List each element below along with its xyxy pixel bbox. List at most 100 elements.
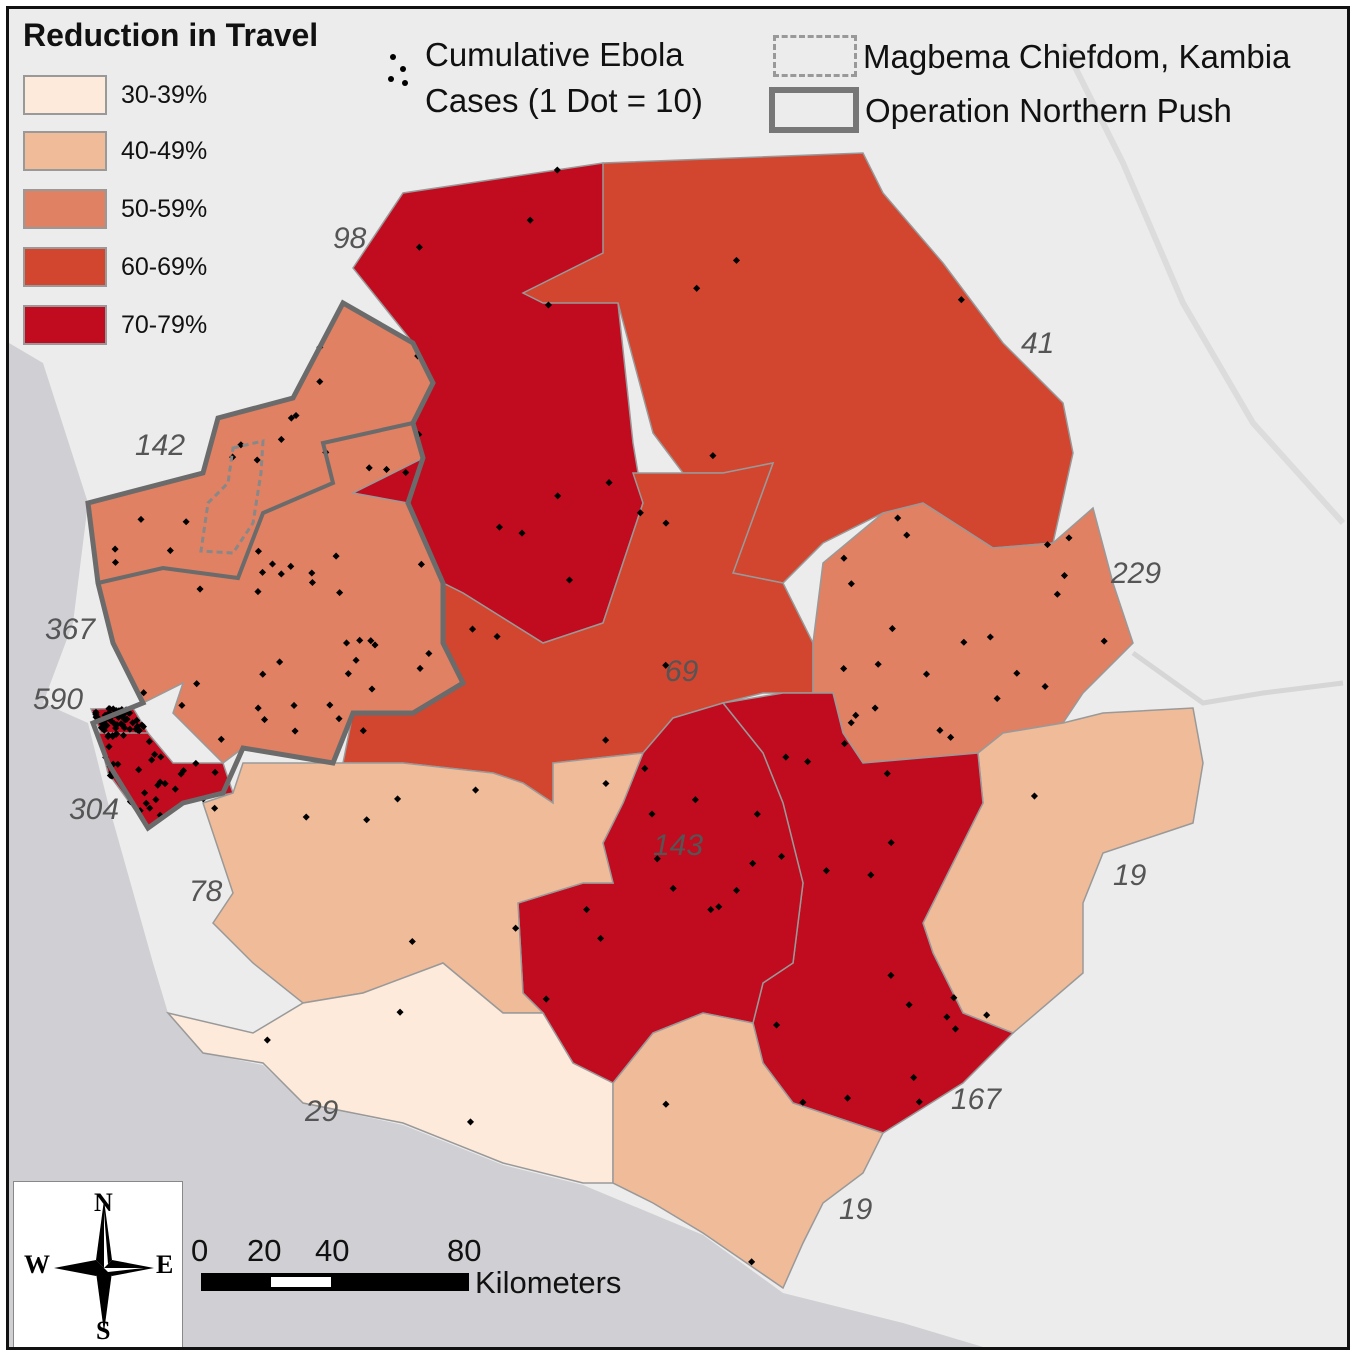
case-dot <box>171 785 179 793</box>
case-dot <box>253 456 261 464</box>
legend-swatch <box>23 247 107 287</box>
case-dot <box>605 479 613 487</box>
legend-label: 40-49% <box>121 136 208 165</box>
case-dot <box>211 768 219 776</box>
case-dot <box>544 301 553 309</box>
case-dot <box>117 720 125 728</box>
case-dot <box>332 552 340 560</box>
legend-title: Reduction in Travel <box>23 17 319 53</box>
compass-s: S <box>96 1316 111 1345</box>
legend-item: 50-59% <box>23 189 207 229</box>
operation-legend-label: Operation Northern Push <box>865 92 1232 129</box>
legend-item: 30-39% <box>23 75 207 115</box>
case-dot <box>957 296 965 304</box>
dots-legend-line1: Cumulative Ebola <box>425 36 684 73</box>
case-dot <box>894 514 902 522</box>
case-dot <box>148 756 156 764</box>
case-dot <box>111 545 119 553</box>
case-dot <box>950 994 958 1002</box>
legend-swatch <box>23 305 107 345</box>
case-dot <box>871 704 879 712</box>
case-dot <box>662 519 670 527</box>
case-dot <box>732 256 741 264</box>
case-dot <box>112 724 120 732</box>
case-dot <box>254 547 262 555</box>
case-dot <box>565 576 574 584</box>
case-dot <box>852 711 860 719</box>
legend-item: 70-79% <box>23 305 207 345</box>
map-frame: 142 367 590 304 98 41 69 229 19 167 143 78 29 19 Redu… <box>6 6 1350 1350</box>
case-dot <box>947 733 955 741</box>
district-koinadugu[interactable] <box>521 152 1074 584</box>
case-dot <box>887 839 895 847</box>
case-dot <box>495 523 504 531</box>
case-dot <box>936 726 944 734</box>
case-dot <box>583 906 591 914</box>
case-dot <box>526 216 534 224</box>
case-dot <box>707 906 715 914</box>
case-dot <box>669 884 677 892</box>
case-dot <box>402 468 410 477</box>
district-moyamba[interactable] <box>202 752 645 1014</box>
case-dot <box>602 736 610 744</box>
case-dot <box>883 770 891 778</box>
case-dot <box>840 665 848 673</box>
kambia-port-loko-boundary <box>97 421 414 585</box>
cases-label-moyamba: 78 <box>189 875 223 908</box>
case-dot <box>396 1008 404 1016</box>
case-dot <box>417 560 425 568</box>
case-dot <box>196 585 204 593</box>
case-dot <box>943 1013 951 1021</box>
case-dot <box>277 570 285 578</box>
case-dot <box>135 726 143 735</box>
case-dot <box>356 636 364 644</box>
scale-unit: Kilometers <box>475 1265 622 1300</box>
district-pujehun[interactable] <box>612 1012 885 1290</box>
case-dot <box>641 764 649 772</box>
case-dot <box>662 661 670 669</box>
case-dot <box>277 435 285 443</box>
case-dot <box>157 753 165 761</box>
cases-label-western-urban: 590 <box>33 683 83 716</box>
case-dot <box>371 641 379 649</box>
case-dot <box>518 529 526 537</box>
case-dot <box>408 937 416 946</box>
case-dot <box>290 701 298 709</box>
case-dot <box>145 738 153 746</box>
scale-bar <box>201 1273 469 1291</box>
case-dot <box>166 547 174 555</box>
case-dot <box>983 1011 991 1019</box>
case-dot <box>822 867 830 875</box>
case-dot <box>126 725 134 733</box>
case-dot <box>344 670 352 678</box>
case-dot <box>602 779 610 788</box>
case-dot <box>874 660 882 668</box>
cases-label-kailahun: 19 <box>1113 859 1147 892</box>
case-dot <box>259 670 267 678</box>
case-dot <box>847 719 855 727</box>
case-dot <box>104 732 112 741</box>
case-dot <box>120 724 128 732</box>
case-dot <box>359 727 367 735</box>
map-canvas: 142 367 590 304 98 41 69 229 19 167 143 78 29 19 <box>9 41 1346 1347</box>
case-dot <box>653 855 661 863</box>
scale-tick-40: 40 <box>315 1233 350 1268</box>
case-dot <box>152 796 160 804</box>
legend-label: 30-39% <box>121 80 208 109</box>
case-dot <box>335 715 343 723</box>
case-dot <box>1013 669 1021 677</box>
legend-swatch <box>23 189 107 229</box>
case-dot <box>636 509 644 517</box>
case-dot <box>287 562 295 570</box>
border-line <box>1131 650 1344 706</box>
case-dot <box>178 701 186 709</box>
case-dot <box>292 411 300 420</box>
legend-swatch <box>23 131 107 171</box>
case-dot <box>905 1001 913 1009</box>
case-dot <box>415 243 423 251</box>
dots-legend-icon <box>388 54 408 86</box>
cases-label-kambia: 142 <box>135 429 185 462</box>
case-dot <box>691 796 699 804</box>
case-dot <box>394 795 402 803</box>
case-dot <box>840 554 848 562</box>
